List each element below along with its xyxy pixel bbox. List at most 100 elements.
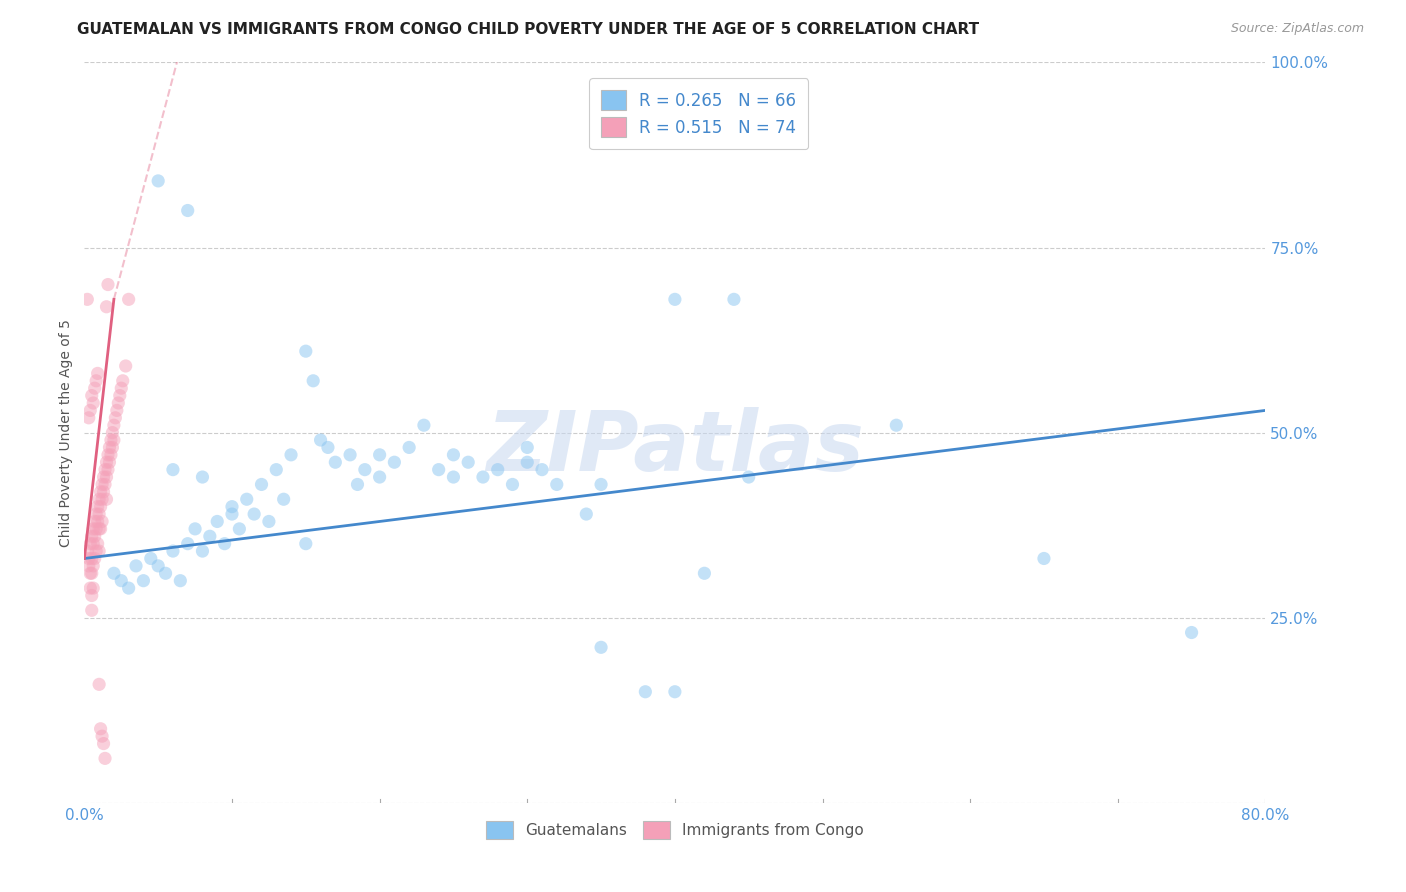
Point bbox=[110, 574, 132, 588]
Point bbox=[83, 515, 105, 529]
Point bbox=[177, 203, 200, 218]
Point bbox=[82, 522, 104, 536]
Point bbox=[93, 737, 115, 751]
Point bbox=[443, 470, 465, 484]
Point bbox=[90, 500, 112, 514]
Point bbox=[84, 522, 107, 536]
Point bbox=[110, 381, 132, 395]
Point bbox=[155, 566, 177, 581]
Point bbox=[83, 529, 105, 543]
Point bbox=[723, 293, 745, 307]
Point bbox=[108, 388, 131, 402]
Point bbox=[591, 640, 613, 655]
Point bbox=[139, 551, 162, 566]
Point bbox=[257, 515, 280, 529]
Point bbox=[228, 522, 250, 536]
Point bbox=[82, 536, 104, 550]
Point bbox=[295, 536, 318, 550]
Point bbox=[427, 462, 450, 476]
Point bbox=[100, 433, 122, 447]
Point bbox=[516, 441, 538, 455]
Point bbox=[79, 566, 101, 581]
Legend: Guatemalans, Immigrants from Congo: Guatemalans, Immigrants from Congo bbox=[478, 814, 872, 847]
Point bbox=[90, 522, 112, 536]
Point bbox=[177, 536, 200, 550]
Point bbox=[87, 544, 111, 558]
Point bbox=[280, 448, 302, 462]
Point bbox=[591, 477, 613, 491]
Point bbox=[184, 522, 207, 536]
Point bbox=[82, 396, 104, 410]
Point bbox=[82, 581, 104, 595]
Point bbox=[413, 418, 436, 433]
Point bbox=[1181, 625, 1204, 640]
Point bbox=[97, 462, 120, 476]
Point bbox=[80, 551, 103, 566]
Point bbox=[118, 581, 141, 595]
Point bbox=[368, 448, 391, 462]
Point bbox=[316, 441, 339, 455]
Point bbox=[132, 574, 155, 588]
Point bbox=[82, 558, 104, 573]
Point bbox=[221, 500, 243, 514]
Point bbox=[103, 433, 125, 447]
Point bbox=[325, 455, 347, 469]
Point bbox=[96, 300, 118, 314]
Point bbox=[339, 448, 361, 462]
Point bbox=[516, 455, 538, 469]
Point bbox=[94, 751, 117, 765]
Point bbox=[125, 558, 148, 573]
Point bbox=[97, 277, 120, 292]
Point bbox=[354, 462, 377, 476]
Point bbox=[80, 603, 103, 617]
Text: ZIPatlas: ZIPatlas bbox=[486, 407, 863, 488]
Point bbox=[76, 293, 98, 307]
Point bbox=[207, 515, 229, 529]
Point bbox=[221, 507, 243, 521]
Text: Source: ZipAtlas.com: Source: ZipAtlas.com bbox=[1230, 22, 1364, 36]
Point bbox=[575, 507, 598, 521]
Point bbox=[273, 492, 295, 507]
Point bbox=[111, 374, 134, 388]
Point bbox=[80, 589, 103, 603]
Point bbox=[368, 470, 391, 484]
Point bbox=[664, 685, 686, 699]
Point bbox=[101, 441, 124, 455]
Point bbox=[309, 433, 332, 447]
Point bbox=[191, 544, 214, 558]
Point bbox=[98, 455, 121, 469]
Point bbox=[80, 529, 103, 543]
Point bbox=[96, 492, 118, 507]
Point bbox=[87, 507, 111, 521]
Point bbox=[162, 462, 184, 476]
Point bbox=[100, 448, 122, 462]
Point bbox=[664, 293, 686, 307]
Point bbox=[77, 558, 100, 573]
Point bbox=[243, 507, 266, 521]
Point bbox=[531, 462, 554, 476]
Point bbox=[97, 448, 120, 462]
Point bbox=[91, 515, 114, 529]
Point bbox=[472, 470, 495, 484]
Point bbox=[443, 448, 465, 462]
Point bbox=[86, 500, 108, 514]
Point bbox=[96, 455, 118, 469]
Point bbox=[83, 551, 105, 566]
Point bbox=[295, 344, 318, 359]
Point bbox=[148, 174, 170, 188]
Point bbox=[83, 381, 105, 395]
Point bbox=[76, 544, 98, 558]
Point bbox=[84, 544, 107, 558]
Point bbox=[94, 477, 117, 491]
Point bbox=[87, 522, 111, 536]
Point bbox=[79, 403, 101, 417]
Point bbox=[634, 685, 657, 699]
Point bbox=[86, 367, 108, 381]
Point bbox=[266, 462, 288, 476]
Point bbox=[91, 477, 114, 491]
Point bbox=[169, 574, 191, 588]
Y-axis label: Child Poverty Under the Age of 5: Child Poverty Under the Age of 5 bbox=[59, 318, 73, 547]
Point bbox=[104, 410, 127, 425]
Point bbox=[80, 388, 103, 402]
Point bbox=[398, 441, 420, 455]
